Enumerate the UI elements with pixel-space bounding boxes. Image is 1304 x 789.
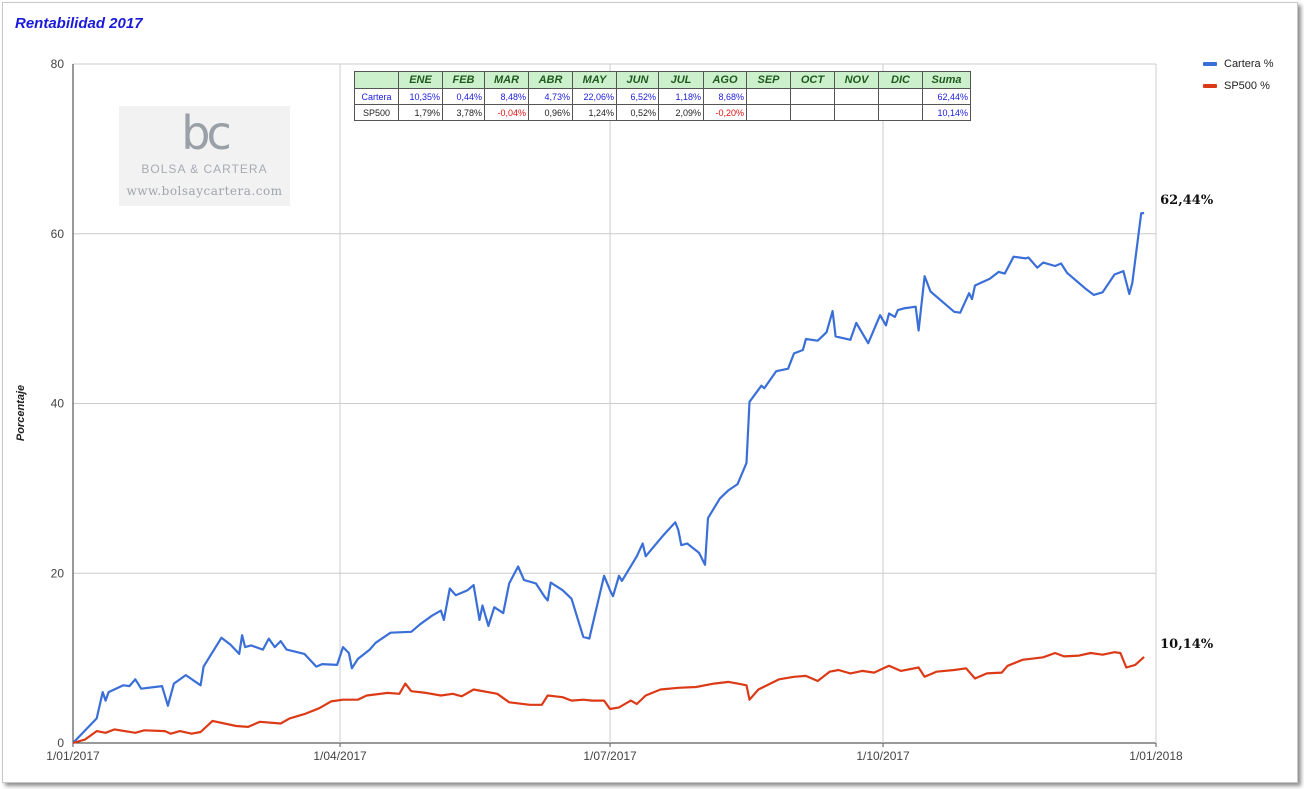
y-tick-label: 20 [51,566,65,580]
chart-legend: Cartera % SP500 % [1203,57,1274,101]
watermark-logo: bc BOLSA & CARTERA www.bolsaycartera.com [119,106,290,206]
table-header-row: ENE FEB MAR ABR MAY JUN JUL AGO SEP OCT NOV DIC Suma [354,71,971,89]
table-header-abr: ABR [528,71,573,89]
monthly-returns-table: ENE FEB MAR ABR MAY JUN JUL AGO SEP OCT NOV DIC Suma… [354,71,971,121]
table-cell: 10,35% [398,88,443,105]
legend-label: Cartera % [1224,58,1274,70]
legend-swatch [1203,84,1217,88]
x-tick-label: 1/07/2017 [583,749,637,763]
table-cell [878,104,923,121]
x-tick-label: 1/10/2017 [856,749,910,763]
table-cell: 4,73% [528,88,573,105]
table-header-suma: Suma [922,71,971,89]
legend-label: SP500 % [1224,80,1270,92]
table-row: SP500 1,79% 3,78% -0,04% 0,96% 1,24% 0,52% 2,09… [354,104,971,121]
table-row-label: Cartera [354,88,399,105]
table-cell [790,104,835,121]
table-cell: 22,06% [572,88,617,105]
table-header-jun: JUN [616,71,659,89]
table-cell [746,104,791,121]
legend-item-cartera: Cartera % [1203,57,1274,71]
table-cell: 1,79% [398,104,443,121]
table-cell [790,88,835,105]
table-cell: 62,44% [922,88,971,105]
table-cell: -0,04% [484,104,529,121]
table-header-feb: FEB [442,71,485,89]
sp500-series-line [72,651,1145,745]
table-header-mar: MAR [484,71,529,89]
cartera-end-label: 62,44% [1160,193,1214,208]
table-cell: 0,44% [442,88,485,105]
table-header-nov: NOV [834,71,879,89]
table-cell [834,88,879,105]
table-cell: 6,52% [616,88,659,105]
table-row-label: SP500 [354,104,399,121]
watermark-name: BOLSA & CARTERA [141,162,268,176]
table-header-may: MAY [572,71,617,89]
table-body: Cartera 10,35% 0,44% 8,48% 4,73% 22,06% 6,52% 1… [354,88,971,121]
cartera-series-line [72,211,1145,744]
table-cell: 10,14% [922,104,971,121]
y-tick-label: 80 [51,57,65,71]
table-cell: 8,48% [484,88,529,105]
table-cell [746,88,791,105]
table-cell: 0,96% [528,104,573,121]
legend-swatch [1203,62,1217,66]
y-tick-label: 60 [51,227,65,241]
table-cell: 0,52% [616,104,659,121]
table-header-oct: OCT [790,71,835,89]
x-tick-label: 1/04/2017 [313,749,367,763]
x-tick-label: 1/01/2017 [46,749,100,763]
watermark-url: www.bolsaycartera.com [126,184,283,198]
table-cell: 3,78% [442,104,485,121]
table-cell [878,88,923,105]
table-header-sep: SEP [746,71,791,89]
bc-logo-icon: bc [181,106,232,160]
y-tick-label: 0 [57,736,64,750]
x-tick-label: 1/01/2018 [1129,749,1183,763]
table-cell: 1,18% [658,88,704,105]
table-header-ago: AGO [703,71,747,89]
table-row: Cartera 10,35% 0,44% 8,48% 4,73% 22,06% 6,52% 1… [354,88,971,105]
table-header-dic: DIC [878,71,923,89]
table-header-corner [354,71,399,89]
table-header-jul: JUL [658,71,704,89]
table-cell: 8,68% [703,88,747,105]
legend-item-sp500: SP500 % [1203,79,1274,93]
table-cell [834,104,879,121]
chart-title: Rentabilidad 2017 [15,15,143,32]
sp500-end-label: 10,14% [1160,637,1214,652]
table-cell: 1,24% [572,104,617,121]
table-cell: -0,20% [703,104,747,121]
table-cell: 2,09% [658,104,704,121]
y-tick-label: 40 [51,397,65,411]
table-header-ene: ENE [398,71,443,89]
